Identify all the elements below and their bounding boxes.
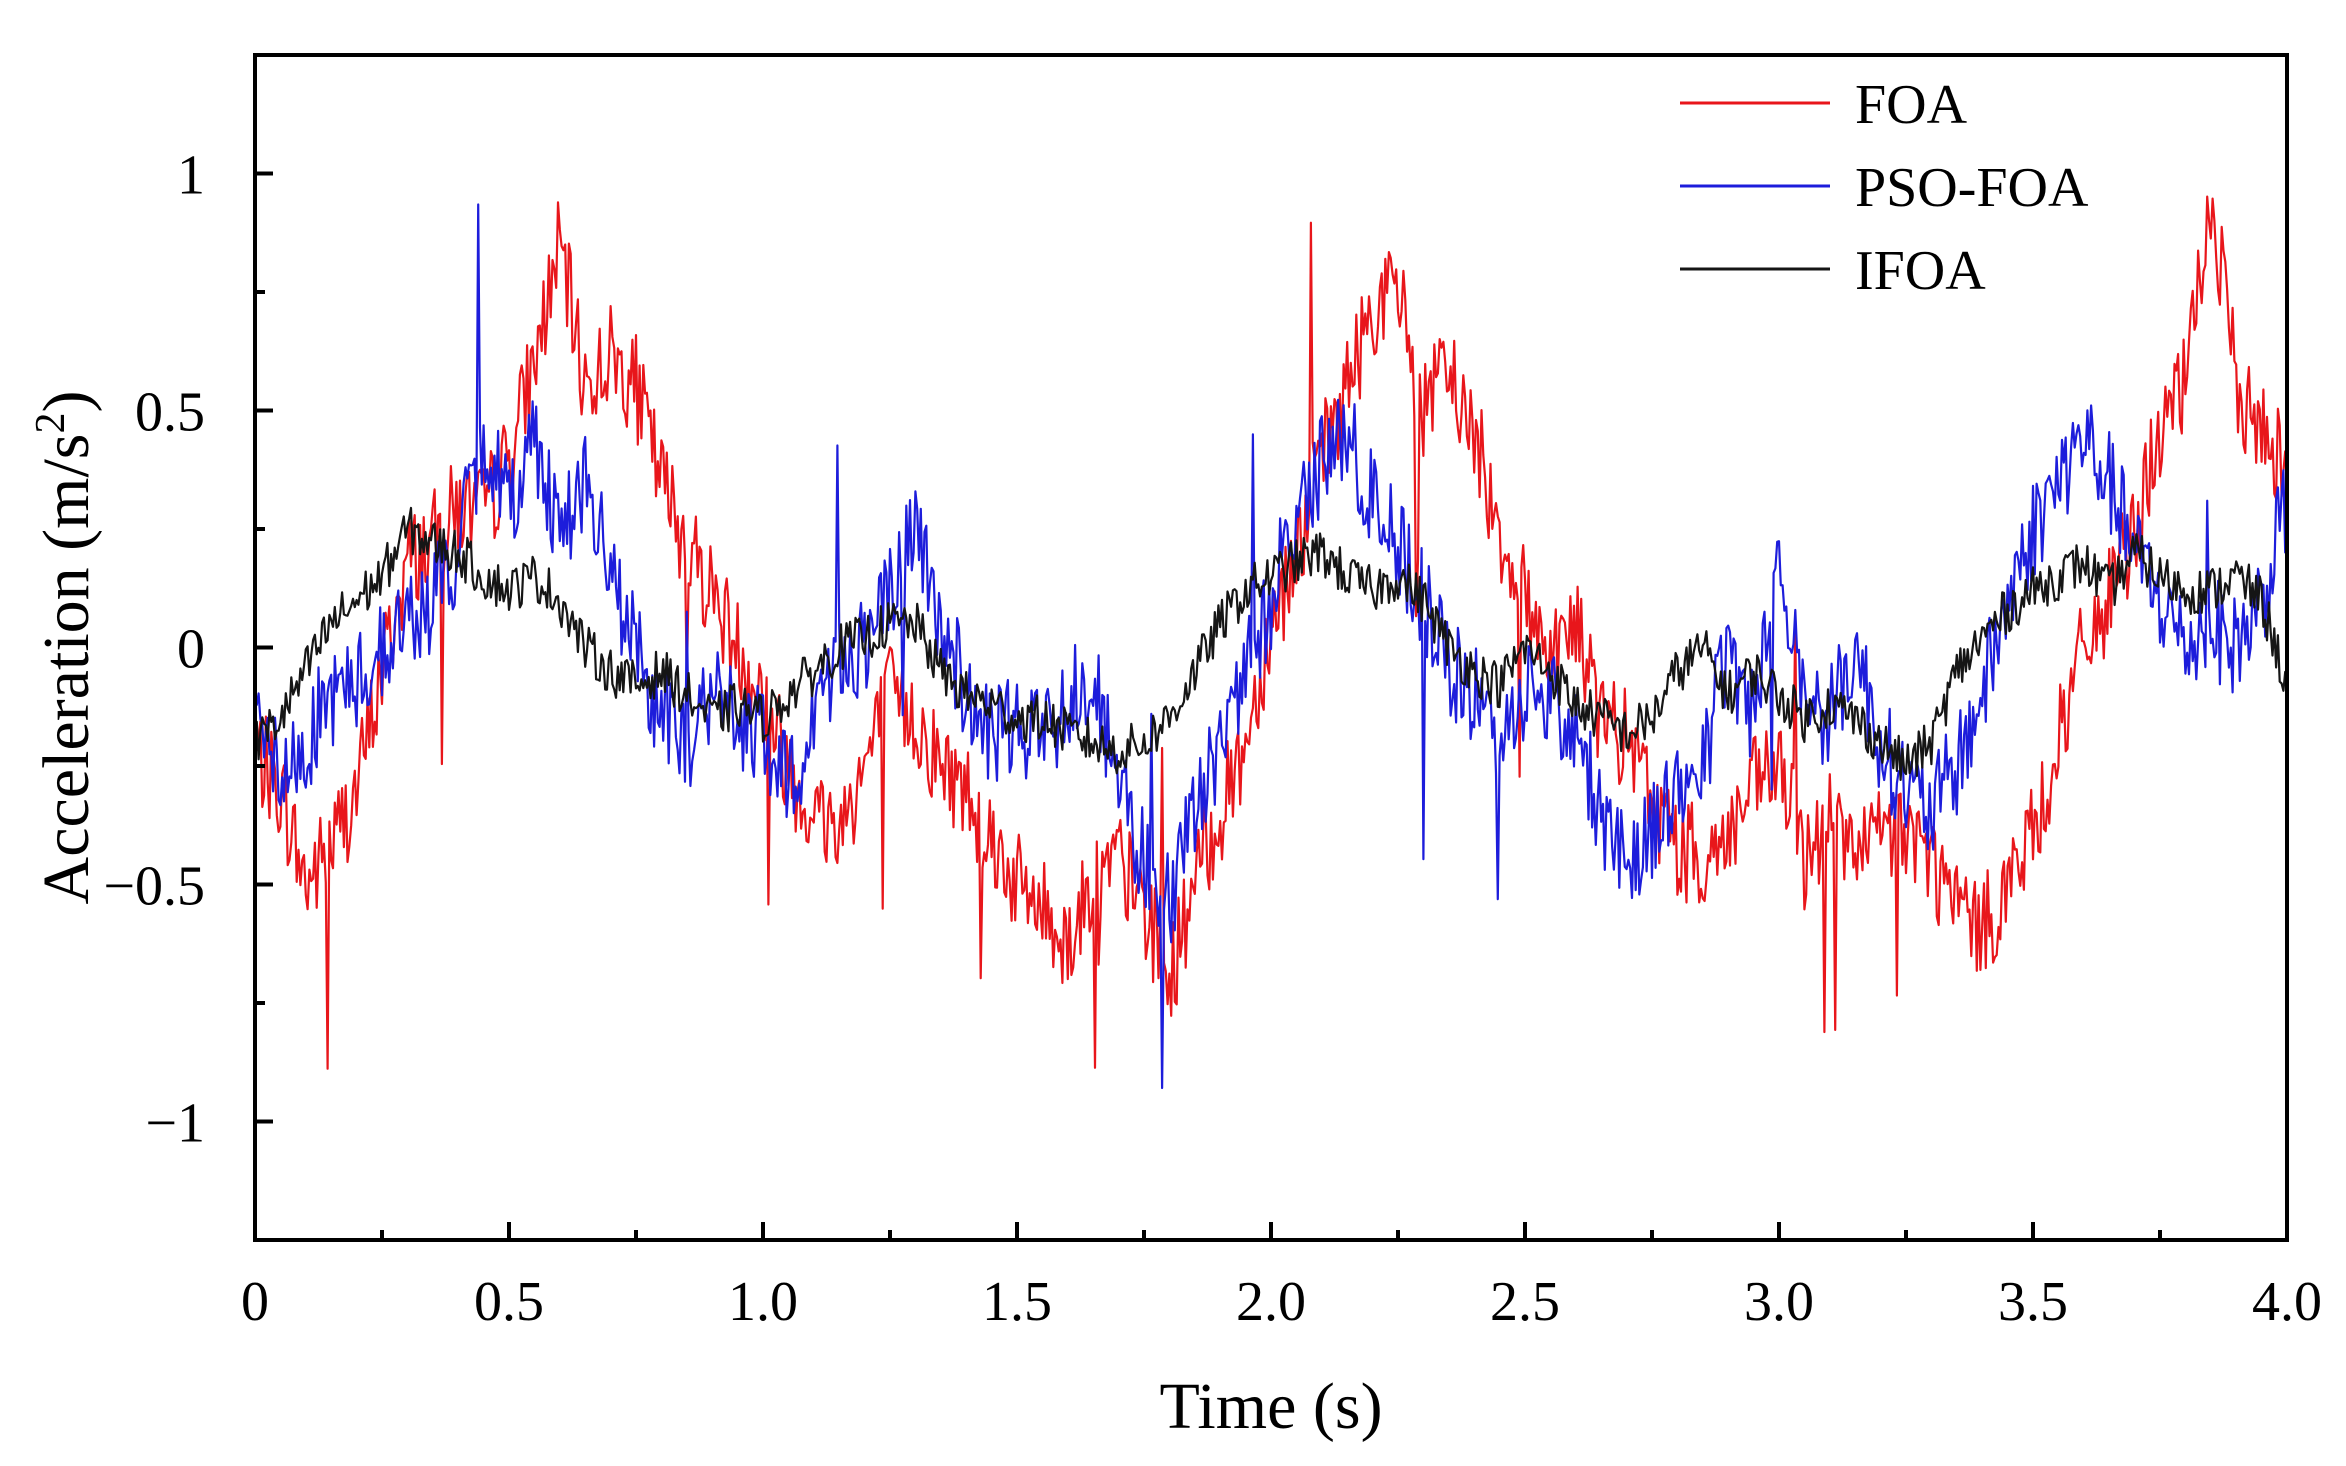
x-tick-label: 3.0: [1744, 1271, 1814, 1333]
tick-labels-layer: 0 0.5 1.0 1.5 2.0 2.5 3.0 3.5 4.0 1 0.5 0 −0.5 −1: [103, 145, 2322, 1334]
series-layer: [253, 195, 2289, 1090]
y-tick-label: −0.5: [103, 856, 205, 918]
x-tick-label: 4.0: [2252, 1271, 2322, 1333]
y-axis-title-main: Acceleration (m/s: [30, 434, 103, 905]
y-axis-title-superscript: 2: [28, 413, 74, 434]
y-tick-label: −1: [145, 1093, 205, 1155]
x-tick-label: 2.0: [1236, 1271, 1306, 1333]
x-tick-label: 1.5: [982, 1271, 1052, 1333]
legend-label-ifoa: IFOA: [1855, 240, 1986, 302]
x-tick-label: 2.5: [1490, 1271, 1560, 1333]
y-tick-label: 0.5: [135, 382, 205, 444]
y-axis-title: Acceleration (m/s2): [28, 391, 103, 905]
x-axis-title: Time (s): [1159, 1370, 1382, 1443]
x-tick-label: 1.0: [728, 1271, 798, 1333]
series-line-ifoa: [253, 506, 2289, 782]
y-tick-label: 0: [177, 619, 205, 681]
x-tick-label: 0: [241, 1271, 269, 1333]
legend-label-pso-foa: PSO-FOA: [1855, 157, 2089, 219]
x-tick-label: 3.5: [1998, 1271, 2068, 1333]
legend-label-foa: FOA: [1855, 74, 1968, 136]
ticks-layer: [253, 171, 2289, 1240]
y-tick-label: 1: [177, 145, 205, 207]
series-line-pso-foa: [253, 203, 2289, 1090]
x-tick-label: 0.5: [474, 1271, 544, 1333]
y-axis-title-close: ): [30, 391, 103, 413]
legend: FOA PSO-FOA IFOA: [1680, 74, 2089, 302]
